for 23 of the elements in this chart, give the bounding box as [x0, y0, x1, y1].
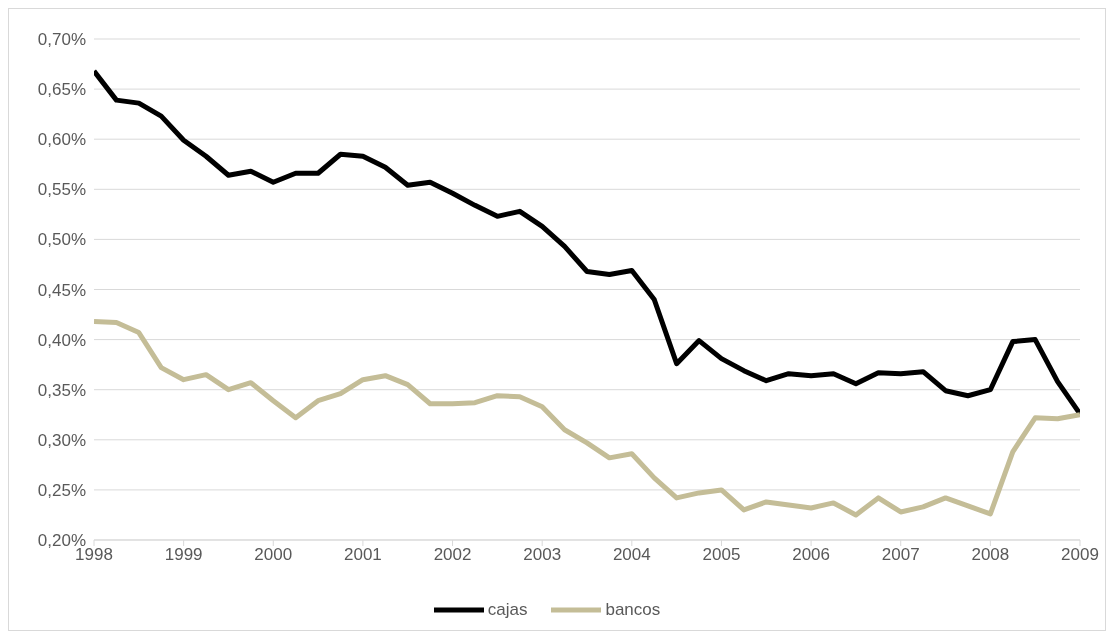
y-tick-label: 0,50%	[37, 230, 86, 250]
x-tick-label: 2006	[792, 545, 830, 565]
legend-label: bancos	[605, 600, 661, 620]
x-tick-label: 2007	[881, 545, 920, 565]
x-tick-label: 1999	[164, 545, 203, 565]
x-tick-label: 2001	[344, 545, 382, 565]
x-tick-label: 2000	[254, 545, 293, 565]
x-tick-label: 2004	[612, 545, 651, 565]
y-tick-label: 0,45%	[37, 280, 86, 300]
y-tick-label: 0,25%	[37, 480, 86, 500]
y-tick-label: 0,40%	[37, 330, 86, 350]
y-tick-label: 0,55%	[37, 180, 86, 200]
y-tick-label: 0,70%	[37, 30, 86, 50]
y-tick-label: 0,35%	[37, 380, 86, 400]
x-tick-label: 2008	[971, 545, 1010, 565]
x-tick-label: 2009	[1061, 545, 1099, 565]
x-tick-label: 2003	[523, 545, 562, 565]
y-tick-label: 0,30%	[37, 430, 86, 450]
legend-label: cajas	[487, 600, 528, 620]
x-tick-label: 2005	[702, 545, 741, 565]
x-tick-label: 2002	[433, 545, 472, 565]
y-tick-label: 0,60%	[37, 130, 86, 150]
y-tick-label: 0,65%	[37, 80, 86, 100]
